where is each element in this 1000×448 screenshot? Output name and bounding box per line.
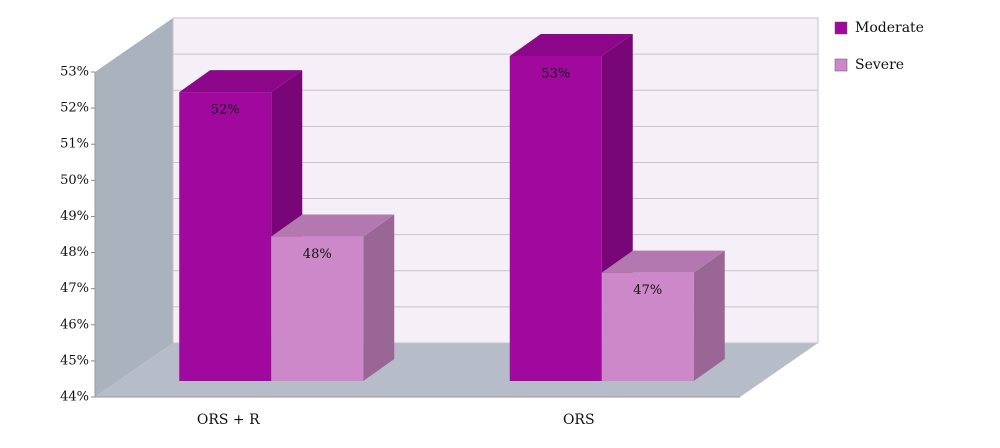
y-tick-label: 44% (60, 390, 89, 405)
legend-label: Moderate (855, 20, 924, 36)
bar-top (179, 70, 303, 93)
bar (179, 92, 272, 381)
bar-side (693, 250, 725, 381)
bar-top (509, 34, 633, 56)
bar-top (271, 214, 395, 237)
bar-top (601, 250, 725, 273)
legend-swatch (834, 21, 848, 35)
bar-side (363, 214, 395, 381)
y-tick-label: 51% (60, 137, 89, 152)
y-tick-label: 53% (60, 65, 89, 80)
x-tick-label: ORS + R (197, 412, 260, 428)
x-tick-label: ORS (563, 412, 595, 428)
legend-label: Severe (855, 57, 904, 73)
data-label: 48% (303, 247, 332, 262)
data-label: 47% (633, 283, 662, 298)
legend-swatch (834, 58, 848, 72)
y-tick-label: 49% (60, 209, 89, 224)
left-wall (95, 18, 173, 397)
y-tick-label: 47% (60, 281, 89, 296)
bar (509, 56, 602, 381)
y-tick-label: 48% (60, 245, 89, 260)
y-tick-label: 50% (60, 173, 89, 188)
bar (271, 236, 364, 381)
bar (601, 272, 694, 381)
data-label: 53% (541, 67, 570, 82)
y-tick-label: 46% (60, 317, 89, 332)
y-tick-label: 45% (60, 353, 89, 368)
y-tick-label: 52% (60, 101, 89, 116)
data-label: 52% (211, 103, 240, 118)
